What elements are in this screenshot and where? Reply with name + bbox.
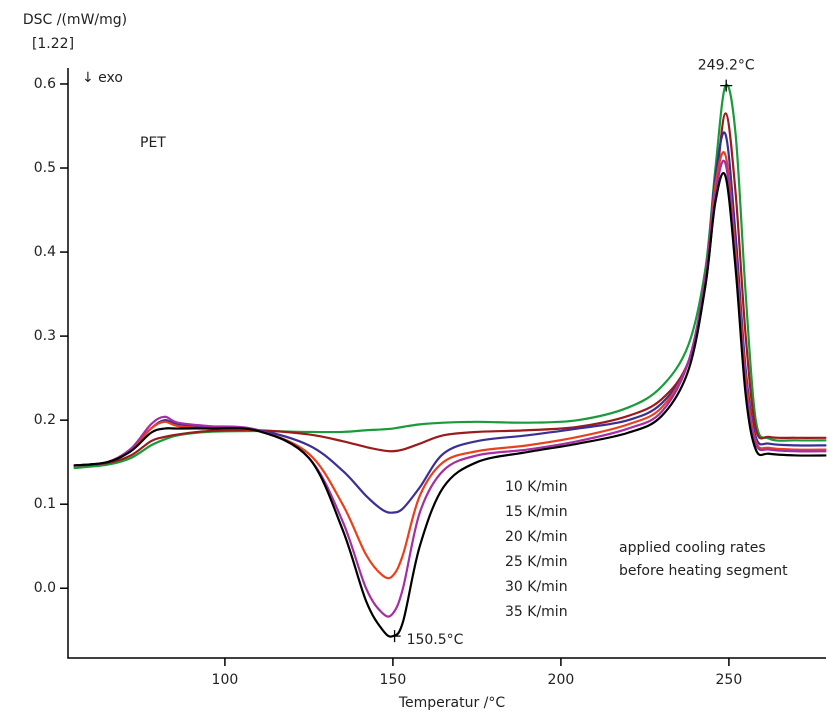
axes xyxy=(67,68,826,659)
y-tick-label: 0.0 xyxy=(34,580,56,596)
legend-entry: 25 K/min xyxy=(505,554,568,570)
x-tick-label: 150 xyxy=(380,672,407,688)
peak-marker xyxy=(720,79,733,92)
x-tick-label: 250 xyxy=(716,672,743,688)
line-series xyxy=(73,83,827,470)
line-series xyxy=(73,131,827,514)
note: applied cooling rates xyxy=(619,540,766,556)
y-axis-unit: [1.22] xyxy=(32,36,74,52)
x-axis-label: Temperatur /°C xyxy=(398,695,506,711)
legend-entry: 35 K/min xyxy=(505,604,568,620)
annotation: 150.5°C xyxy=(407,632,464,648)
y-tick-label: 0.1 xyxy=(34,496,56,512)
y-tick-label: 0.2 xyxy=(34,412,56,428)
x-tick-label: 200 xyxy=(548,672,575,688)
peak-marker xyxy=(388,630,401,643)
line-series xyxy=(73,171,827,638)
legend-entry: 20 K/min xyxy=(505,529,568,545)
y-tick-label: 0.5 xyxy=(34,160,56,176)
y-tick-label: 0.4 xyxy=(34,244,56,260)
legend-entry: 15 K/min xyxy=(505,504,568,520)
y-tick-label: 0.3 xyxy=(34,328,56,344)
y-axis-label: DSC /(mW/mg) xyxy=(23,12,127,28)
annotation: 249.2°C xyxy=(698,58,755,74)
note: before heating segment xyxy=(619,563,788,579)
sample-label: PET xyxy=(140,135,166,151)
x-tick-label: 100 xyxy=(212,672,239,688)
line-series xyxy=(73,112,827,467)
legend-entry: 10 K/min xyxy=(505,479,568,495)
legend-entry: 30 K/min xyxy=(505,579,568,595)
exo-label: ↓ exo xyxy=(82,70,123,86)
y-tick-label: 0.6 xyxy=(34,76,56,92)
